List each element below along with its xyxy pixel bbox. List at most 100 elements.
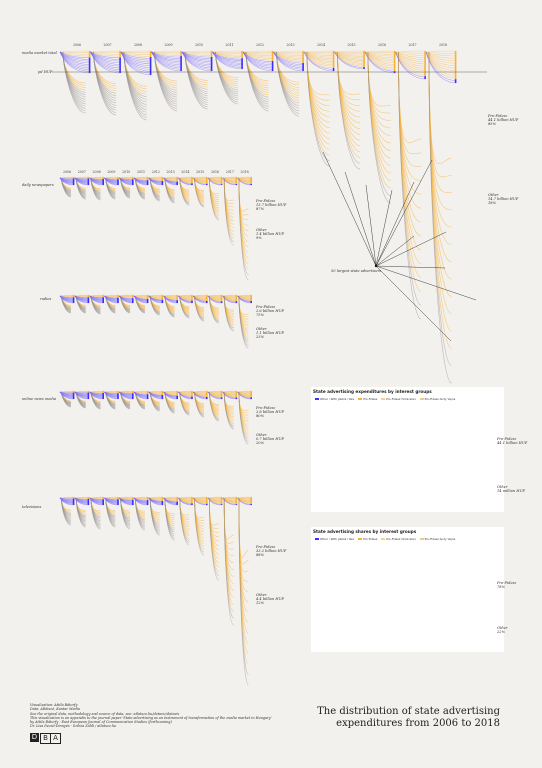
small-flow-0-2010 — [118, 176, 134, 199]
top-flow-2015 — [334, 50, 365, 170]
source-bar-other — [250, 504, 252, 505]
top-flow-2009 — [151, 50, 182, 112]
advertiser-link — [375, 265, 477, 301]
flow-source-curve — [242, 51, 274, 53]
source-bar-pro — [235, 391, 238, 398]
flow-curve — [120, 497, 131, 530]
small-flow-3-2014 — [178, 496, 193, 546]
small-flow-0-2015 — [192, 176, 208, 208]
source-bar-other — [176, 501, 178, 505]
small-flow-0-2017 — [222, 176, 238, 246]
source-bar-pro — [241, 51, 243, 59]
flow-curve — [105, 497, 116, 528]
source-bar-other — [191, 183, 193, 185]
flow-curve — [61, 177, 71, 198]
flow-curve — [75, 497, 86, 528]
row-label-unit: pd HUF — [38, 70, 53, 74]
group-label-radios: radios — [40, 297, 52, 301]
advertiser-link — [365, 184, 377, 267]
advertiser-link — [375, 181, 415, 267]
flow-curve — [209, 497, 220, 581]
small-flow-2-2011 — [133, 390, 149, 410]
source-bar-other — [176, 300, 178, 303]
flow-source-curve — [395, 50, 426, 53]
small-flow-1-2017 — [222, 294, 238, 332]
source-bar-other — [87, 178, 90, 185]
flow-curve — [149, 295, 160, 316]
source-bar-pro — [161, 177, 164, 181]
source-bar-other — [102, 179, 104, 185]
source-bar-other — [176, 395, 178, 399]
source-bar-other — [235, 504, 238, 505]
source-bar-pro — [87, 391, 90, 393]
small-flow-2-2013 — [163, 390, 178, 414]
small-year-label: 2007 — [77, 170, 86, 174]
source-bar-other — [117, 393, 119, 399]
source-bar-other — [117, 499, 119, 505]
source-bar-pro — [146, 177, 149, 181]
source-bar-other — [250, 397, 252, 399]
source-bar-other — [220, 301, 223, 303]
flow-curve — [194, 177, 205, 208]
source-bar-pro — [132, 295, 134, 299]
flow-source-curve — [59, 51, 91, 53]
source-bar-other — [132, 298, 134, 303]
small-flow-0-2018 — [237, 176, 252, 281]
small-flow-1-2015 — [192, 294, 208, 322]
small-flow-0-2007 — [74, 176, 90, 200]
small-flow-0-2011 — [133, 176, 149, 200]
small-flow-0-2008 — [89, 176, 104, 201]
flow-curve — [90, 295, 101, 315]
top-flow-2014 — [303, 50, 335, 167]
small-flow-3-2008 — [89, 496, 104, 530]
flow-curve — [149, 391, 160, 412]
flow-curve — [398, 51, 422, 278]
top-year-label: 2017 — [408, 43, 417, 47]
small-year-label: 2016 — [210, 170, 220, 174]
small-year-label: 2008 — [92, 170, 101, 174]
small-flow-1-2008 — [89, 294, 104, 315]
flow-curve — [398, 51, 422, 320]
top-year-label: 2009 — [164, 43, 173, 47]
small-flow-2-2008 — [89, 390, 104, 410]
sm2-other: Other 0.7 billion HUF 20% — [256, 433, 285, 446]
group-label-televisions: televisions — [22, 505, 42, 509]
small-flow-1-2006 — [59, 294, 75, 314]
sm1-other: Other 1.1 billion HUF 23% — [256, 327, 285, 340]
advertiser-link — [322, 151, 377, 267]
source-bar-pro — [206, 497, 208, 504]
source-bar-other — [102, 499, 104, 505]
top-flow-2017 — [395, 50, 426, 320]
top-year-label: 2008 — [133, 43, 143, 47]
source-bar-pro — [302, 51, 304, 63]
small-year-label: 2012 — [151, 170, 160, 174]
advertiser-link — [375, 265, 452, 342]
area-chart-panel — [311, 387, 504, 512]
flow-curve — [223, 497, 235, 626]
flow-curve — [238, 497, 249, 655]
sm3-other: Other 4.4 billion HUF 12% — [256, 593, 285, 606]
source-bar-pro — [117, 391, 119, 394]
source-bar-pro — [102, 295, 104, 298]
source-bar-other — [132, 393, 134, 399]
top-annotation-pro-fidesz: Pro-Fidesz 44.1 billion HUF 85% — [488, 114, 519, 127]
share-chart-legend: Other / With Jobbik / Rev Pro-Fidesz Pro… — [312, 537, 455, 541]
small-flow-1-2009 — [104, 294, 119, 314]
source-bar-other — [117, 297, 119, 303]
source-bar-pro — [210, 51, 213, 57]
share-inner-label-2: 82% — [321, 567, 329, 571]
flow-source-curve — [120, 50, 152, 53]
source-bar-other — [72, 297, 75, 303]
source-bar-pro — [176, 295, 178, 301]
source-bar-other — [132, 179, 134, 185]
source-bar-other — [191, 300, 193, 303]
source-bar-pro — [250, 391, 252, 398]
small-year-label: 2015 — [196, 170, 205, 174]
source-bar-pro — [454, 51, 457, 80]
sm1-pro: Pro-Fidesz 2.6 billion HUF 75% — [256, 305, 285, 318]
flow-curve — [223, 497, 234, 598]
flow-curve — [90, 391, 101, 410]
flow-source-curve — [303, 51, 335, 53]
flow-source-curve — [151, 51, 182, 53]
